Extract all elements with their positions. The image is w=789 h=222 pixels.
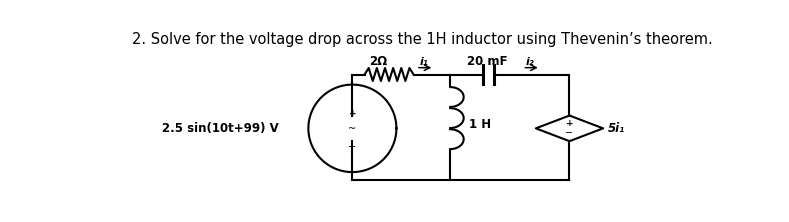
Text: 20 mF: 20 mF	[466, 55, 507, 68]
Text: i₂: i₂	[526, 57, 535, 67]
Text: 1 H: 1 H	[469, 118, 491, 131]
Text: +: +	[349, 109, 356, 117]
Text: 2. Solve for the voltage drop across the 1H inductor using Thevenin’s theorem.: 2. Solve for the voltage drop across the…	[133, 32, 713, 47]
Text: −: −	[566, 128, 574, 138]
Text: −: −	[348, 142, 357, 152]
Text: ~: ~	[348, 124, 357, 134]
Text: 2.5 sin(10t+99) V: 2.5 sin(10t+99) V	[163, 122, 279, 135]
Text: +: +	[566, 119, 574, 128]
Text: 5i₁: 5i₁	[608, 122, 625, 135]
Text: i₁: i₁	[420, 57, 428, 67]
Text: 2Ω: 2Ω	[369, 55, 387, 68]
